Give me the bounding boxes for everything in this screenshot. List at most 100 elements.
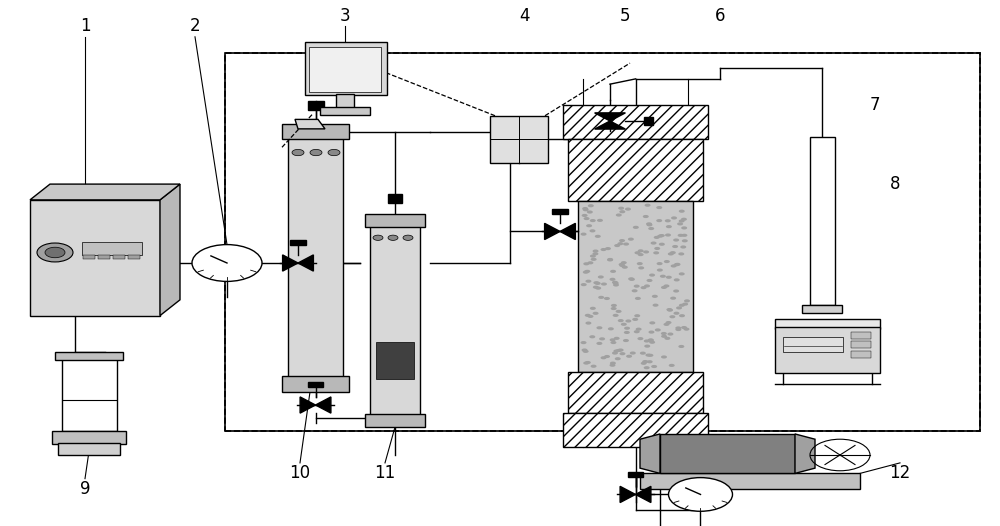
Circle shape <box>598 296 604 299</box>
Text: 1: 1 <box>80 17 90 35</box>
Circle shape <box>590 255 596 258</box>
Circle shape <box>641 286 647 289</box>
Circle shape <box>633 226 639 229</box>
Text: 8: 8 <box>890 175 900 193</box>
Circle shape <box>676 306 682 309</box>
Circle shape <box>653 304 659 307</box>
Text: 10: 10 <box>289 464 311 482</box>
Circle shape <box>591 365 597 368</box>
Circle shape <box>628 277 634 280</box>
Bar <box>320 107 370 115</box>
Circle shape <box>667 332 673 336</box>
Circle shape <box>645 204 651 207</box>
Circle shape <box>595 235 601 238</box>
Bar <box>376 342 414 379</box>
Circle shape <box>637 262 643 265</box>
Circle shape <box>622 266 628 269</box>
Circle shape <box>664 337 670 340</box>
Polygon shape <box>283 255 298 271</box>
Circle shape <box>673 289 679 292</box>
Bar <box>225 53 980 431</box>
Circle shape <box>623 242 629 246</box>
Bar <box>563 413 708 447</box>
Polygon shape <box>620 487 636 502</box>
Circle shape <box>619 352 625 355</box>
Circle shape <box>581 341 587 344</box>
Bar <box>660 434 795 473</box>
Circle shape <box>609 363 615 367</box>
Circle shape <box>37 243 73 262</box>
Bar <box>282 376 349 392</box>
Circle shape <box>668 478 732 511</box>
Text: 4: 4 <box>520 7 530 25</box>
Bar <box>282 124 349 139</box>
Circle shape <box>649 321 655 325</box>
Bar <box>628 472 643 477</box>
Circle shape <box>657 235 663 238</box>
Circle shape <box>655 328 661 331</box>
Circle shape <box>683 328 689 331</box>
Bar <box>640 473 860 489</box>
Bar <box>568 139 703 201</box>
Circle shape <box>599 337 605 340</box>
Bar <box>336 94 354 108</box>
Circle shape <box>596 326 602 329</box>
Circle shape <box>644 339 650 342</box>
Bar <box>365 414 425 427</box>
Circle shape <box>616 214 622 217</box>
Circle shape <box>641 362 647 365</box>
Bar <box>851 332 871 339</box>
Text: 11: 11 <box>374 464 396 482</box>
Circle shape <box>601 282 607 286</box>
Circle shape <box>582 207 588 210</box>
Circle shape <box>679 272 685 276</box>
Circle shape <box>585 361 591 364</box>
Circle shape <box>618 207 624 210</box>
Bar <box>83 255 95 259</box>
Polygon shape <box>295 119 325 129</box>
Bar <box>644 117 653 125</box>
Circle shape <box>647 223 653 226</box>
Circle shape <box>611 307 617 310</box>
Bar <box>305 42 387 95</box>
Circle shape <box>585 321 591 325</box>
Circle shape <box>659 242 665 246</box>
Text: 3: 3 <box>340 7 350 25</box>
Bar <box>288 132 343 384</box>
Circle shape <box>669 315 675 318</box>
Circle shape <box>663 285 669 288</box>
Circle shape <box>665 219 671 222</box>
Circle shape <box>621 323 627 326</box>
Circle shape <box>621 261 627 264</box>
Circle shape <box>587 315 593 318</box>
Circle shape <box>679 210 685 213</box>
Circle shape <box>583 208 589 211</box>
Circle shape <box>642 360 648 363</box>
Circle shape <box>388 235 398 240</box>
Circle shape <box>638 266 644 269</box>
Circle shape <box>674 278 680 281</box>
Circle shape <box>581 232 587 236</box>
Polygon shape <box>300 397 316 413</box>
Circle shape <box>670 297 676 300</box>
Bar <box>370 221 420 421</box>
Polygon shape <box>560 224 575 239</box>
Circle shape <box>613 314 619 317</box>
Polygon shape <box>640 434 660 473</box>
Polygon shape <box>545 224 560 239</box>
Circle shape <box>601 248 607 251</box>
Circle shape <box>625 208 631 211</box>
Circle shape <box>595 287 601 290</box>
Circle shape <box>607 258 613 261</box>
Circle shape <box>659 234 665 237</box>
Circle shape <box>652 295 658 298</box>
Polygon shape <box>160 184 180 316</box>
Circle shape <box>646 222 652 226</box>
Circle shape <box>605 247 611 250</box>
Bar <box>851 341 871 348</box>
Circle shape <box>637 337 643 340</box>
Circle shape <box>636 328 642 331</box>
Circle shape <box>591 258 597 261</box>
Circle shape <box>656 219 662 222</box>
Circle shape <box>679 219 685 222</box>
